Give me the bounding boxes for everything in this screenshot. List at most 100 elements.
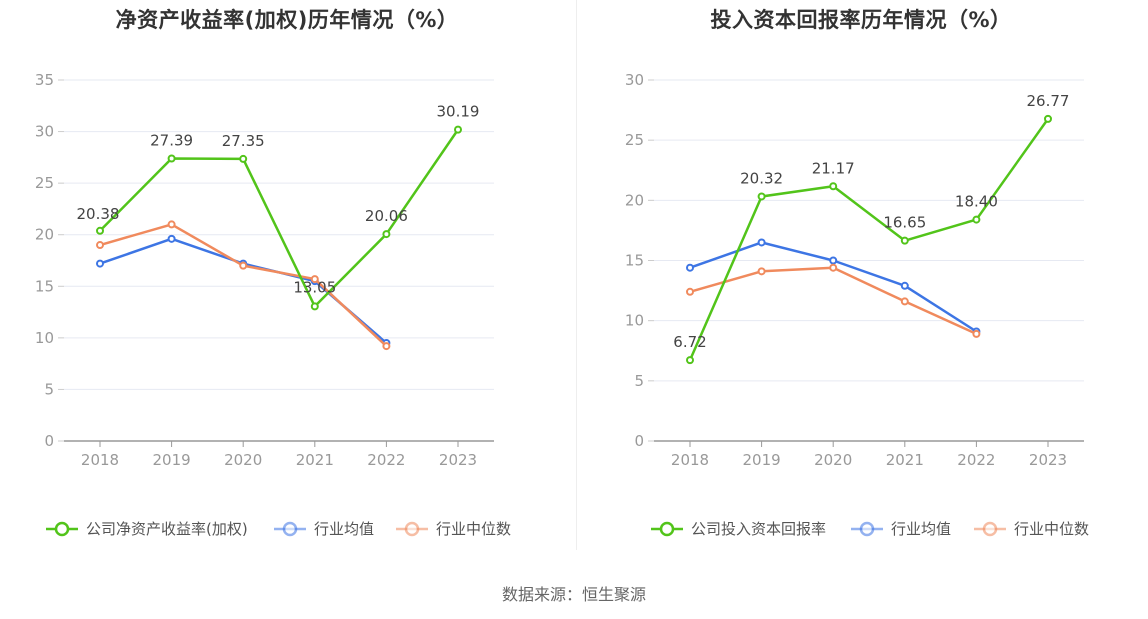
data-label: 18.40 xyxy=(955,193,998,211)
data-point[interactable] xyxy=(686,287,694,296)
series-line xyxy=(689,266,977,336)
data-point[interactable] xyxy=(972,215,981,224)
y-tick-label: 0 xyxy=(44,432,54,450)
roe-line-chart: 0 5 10 15 20 25 30 35 2018 2019 2020 2021 2022 2023 20… xyxy=(35,71,511,538)
y-tick-label: 5 xyxy=(634,372,644,390)
x-tick-label: 2023 xyxy=(1029,451,1067,469)
legend-item[interactable]: 公司投入资本回报率 xyxy=(651,520,826,538)
data-point[interactable] xyxy=(757,267,766,276)
data-point[interactable] xyxy=(454,125,462,134)
y-tick-label: 15 xyxy=(625,252,644,270)
x-tick-label: 2019 xyxy=(153,451,191,469)
data-point[interactable] xyxy=(829,182,838,191)
data-label: 26.77 xyxy=(1027,92,1070,110)
roic-chart-panel: 投入资本回报率历年情况（%） 0 5 10 15 20 25 30 2018 2019 2020 2… xyxy=(574,0,1148,560)
data-point[interactable] xyxy=(757,192,766,201)
series-line xyxy=(688,118,1050,361)
data-point[interactable] xyxy=(1044,114,1052,123)
data-point[interactable] xyxy=(686,263,694,272)
y-tick-label: 30 xyxy=(35,123,54,141)
data-point[interactable] xyxy=(96,241,104,250)
x-tick-label: 2018 xyxy=(81,451,119,469)
legend-label: 行业均值 xyxy=(891,520,951,538)
roic-line-chart: 0 5 10 15 20 25 30 2018 2019 2020 2021 2022 2023 6.72… xyxy=(625,71,1089,538)
series-line xyxy=(99,223,388,348)
data-source-note: 数据来源：恒生聚源 xyxy=(501,585,646,604)
data-point[interactable] xyxy=(382,342,391,351)
data-point[interactable] xyxy=(96,226,104,235)
data-label: 27.35 xyxy=(222,132,265,150)
series-line xyxy=(689,241,978,333)
data-point[interactable] xyxy=(900,236,909,245)
x-tick-label: 2019 xyxy=(743,451,781,469)
data-point[interactable] xyxy=(829,263,838,272)
x-tick-label: 2018 xyxy=(671,451,709,469)
y-tick-label: 25 xyxy=(35,174,54,192)
legend-marker xyxy=(982,521,998,537)
y-tick-label: 35 xyxy=(35,71,54,89)
x-tick-label: 2023 xyxy=(439,451,477,469)
y-tick-label: 20 xyxy=(625,191,644,209)
legend-marker xyxy=(859,521,875,537)
y-tick-label: 30 xyxy=(625,71,644,89)
legend-marker xyxy=(54,521,70,537)
legend-marker xyxy=(659,521,675,537)
y-tick-label: 25 xyxy=(625,131,644,149)
data-label: 20.06 xyxy=(365,207,408,225)
data-point[interactable] xyxy=(686,356,694,365)
x-tick-label: 2021 xyxy=(296,451,334,469)
legend-marker xyxy=(404,521,420,537)
data-point[interactable] xyxy=(972,329,981,338)
data-point[interactable] xyxy=(239,154,248,163)
legend-label: 行业中位数 xyxy=(436,520,511,538)
data-point[interactable] xyxy=(900,281,909,290)
series-line xyxy=(99,128,460,308)
data-point[interactable] xyxy=(167,220,176,229)
data-label: 13.05 xyxy=(293,278,336,296)
data-point[interactable] xyxy=(900,297,909,306)
y-tick-label: 10 xyxy=(35,329,54,347)
legend-label: 行业中位数 xyxy=(1014,520,1089,538)
data-label: 20.32 xyxy=(740,169,783,187)
x-tick-label: 2021 xyxy=(886,451,924,469)
y-tick-label: 10 xyxy=(625,312,644,330)
series-line xyxy=(99,237,388,344)
data-point[interactable] xyxy=(310,302,319,311)
data-label: 20.38 xyxy=(77,205,120,223)
roe-chart-title: 净资产收益率(加权)历年情况（%） xyxy=(115,8,459,32)
legend-item[interactable]: 行业中位数 xyxy=(396,520,511,538)
data-label: 27.39 xyxy=(150,131,193,149)
y-tick-label: 15 xyxy=(35,277,54,295)
data-point[interactable] xyxy=(382,230,391,239)
data-point[interactable] xyxy=(310,275,319,284)
data-point[interactable] xyxy=(167,154,176,163)
legend-marker xyxy=(282,521,298,537)
legend-label: 公司净资产收益率(加权) xyxy=(86,520,248,538)
x-tick-label: 2022 xyxy=(367,451,405,469)
data-label: 6.72 xyxy=(673,333,706,351)
data-point[interactable] xyxy=(829,256,838,265)
legend-label: 公司投入资本回报率 xyxy=(691,520,826,538)
roic-chart-title: 投入资本回报率历年情况（%） xyxy=(710,8,1012,32)
legend-item[interactable]: 行业中位数 xyxy=(974,520,1089,538)
x-tick-label: 2022 xyxy=(957,451,995,469)
data-label: 30.19 xyxy=(437,103,480,121)
data-point[interactable] xyxy=(167,234,176,243)
data-label: 16.65 xyxy=(883,214,926,232)
data-label: 21.17 xyxy=(812,159,855,177)
data-point[interactable] xyxy=(239,261,248,270)
data-point[interactable] xyxy=(96,259,104,268)
x-tick-label: 2020 xyxy=(224,451,262,469)
panel-divider xyxy=(576,0,577,550)
legend-item[interactable]: 行业均值 xyxy=(851,520,951,538)
x-tick-label: 2020 xyxy=(814,451,852,469)
data-point[interactable] xyxy=(757,238,766,247)
y-tick-label: 5 xyxy=(44,380,54,398)
roe-chart-panel: 净资产收益率(加权)历年情况（%） 0 5 10 15 20 25 30 35 2018 2019… xyxy=(0,0,574,560)
legend-item[interactable]: 公司净资产收益率(加权) xyxy=(46,520,248,538)
legend-label: 行业均值 xyxy=(314,520,374,538)
y-tick-label: 0 xyxy=(634,432,644,450)
legend-item[interactable]: 行业均值 xyxy=(274,520,374,538)
y-tick-label: 20 xyxy=(35,226,54,244)
